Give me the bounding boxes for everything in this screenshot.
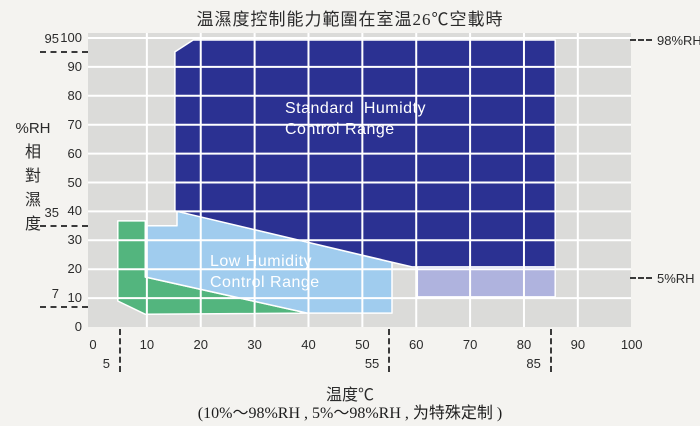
- x-tick-label: 10: [139, 337, 155, 352]
- x-tick-label: 50: [355, 337, 370, 352]
- y-axis-cjk-label: 相對濕度: [10, 141, 56, 237]
- x-tick-label: 30: [247, 337, 262, 352]
- x-tick-label: 0: [89, 337, 97, 352]
- y-tick-label: 40: [67, 203, 82, 219]
- standard-range-label-line1: Standard Humidty: [285, 100, 427, 117]
- x-tick-label: 20: [193, 337, 208, 352]
- y-axis-unit-label: %RH: [15, 120, 51, 137]
- x-special-dash-line: [388, 329, 391, 372]
- y-axis-title: %RH 相對濕度: [10, 120, 56, 237]
- y-special-label: 35: [44, 204, 59, 220]
- y-tick-label: 70: [67, 116, 82, 132]
- y-special-label: 7: [51, 285, 59, 301]
- annotation-dash: [630, 277, 652, 280]
- region-low-humidity-control-range: [144, 210, 393, 314]
- x-special-label: 5: [102, 356, 110, 371]
- low-range-label-line2: Control Range: [210, 274, 320, 291]
- y-special-label: 95: [44, 31, 59, 47]
- rh-annotation: 98%RH: [630, 31, 700, 49]
- chart-title: 温濕度控制能力範圍在室温26℃空載時: [196, 10, 504, 29]
- y-special-dash-line: [40, 305, 88, 308]
- y-tick-label: 0: [74, 319, 82, 334]
- standard-range-label: Standard Humidty Control Range: [285, 98, 426, 140]
- y-special-dash-line: [40, 224, 88, 227]
- x-tick-label: 70: [462, 337, 478, 352]
- y-tick-label: 10: [67, 290, 82, 306]
- y-tick-label: 80: [67, 87, 82, 103]
- y-tick-label: 60: [67, 145, 82, 161]
- x-axis-title: 温度℃: [325, 387, 374, 404]
- x-tick-label: 90: [570, 337, 586, 352]
- plot-area: [88, 33, 631, 327]
- annotation-dash: [630, 39, 652, 42]
- standard-range-label-line2: Control Range: [285, 121, 395, 138]
- x-special-label: 55: [364, 356, 380, 371]
- x-special-label: 85: [526, 356, 541, 371]
- x-special-dash-line: [549, 329, 552, 372]
- chart-footnote: (10%～98%RH , 5%～98%RH , 为特殊定制 ): [197, 405, 503, 422]
- y-axis-cjk-char: 對: [24, 168, 41, 185]
- annotation-label: 98%RH: [657, 32, 700, 48]
- annotation-label: 5%RH: [657, 270, 695, 286]
- y-tick-label: 90: [67, 58, 82, 74]
- y-axis-cjk-char: 度: [24, 216, 41, 233]
- low-range-label: Low Humidity Control Range: [210, 251, 320, 293]
- x-special-dash-line: [118, 329, 121, 372]
- x-tick-label: 80: [516, 337, 532, 352]
- y-tick-label: 100: [60, 30, 82, 45]
- region-purple-extended-range: [416, 266, 556, 298]
- y-tick-label: 20: [67, 261, 82, 277]
- y-special-dash-line: [40, 51, 88, 54]
- x-tick-label: 100: [620, 337, 643, 352]
- x-tick-label: 60: [408, 337, 424, 352]
- low-range-label-line1: Low Humidity: [210, 253, 313, 270]
- rh-annotation: 5%RH: [630, 269, 695, 287]
- y-tick-label: 30: [67, 232, 82, 248]
- y-tick-label: 50: [67, 174, 82, 190]
- x-tick-label: 40: [301, 337, 316, 352]
- y-axis-cjk-char: 濕: [24, 192, 41, 209]
- y-axis-cjk-char: 相: [24, 144, 41, 161]
